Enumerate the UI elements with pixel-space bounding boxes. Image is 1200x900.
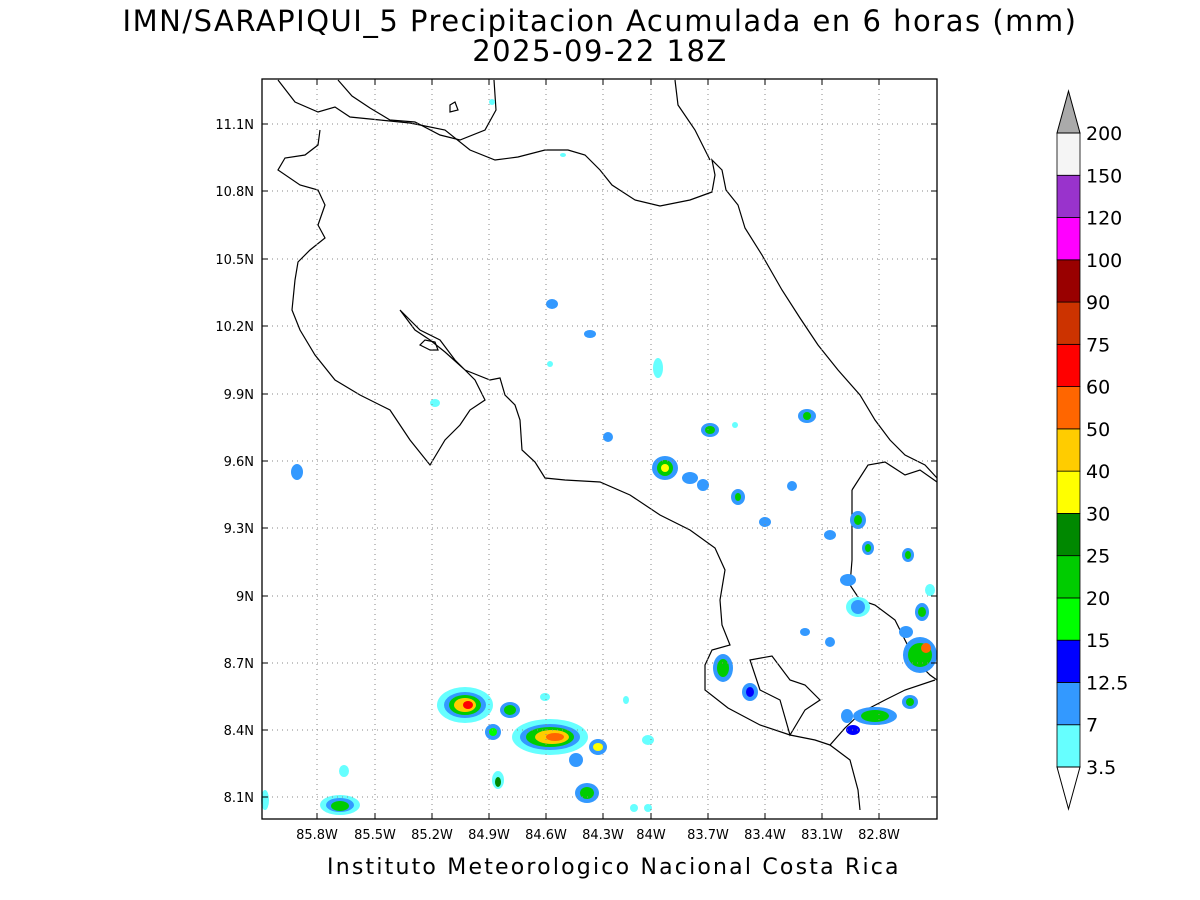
colorbar-label: 60	[1086, 377, 1110, 399]
lat-tick-label: 10.5N	[215, 253, 254, 268]
lon-tick-label: 83.4W	[744, 828, 786, 843]
colorbar-label: 50	[1086, 419, 1110, 441]
map-frame	[261, 78, 938, 820]
colorbar-label: 20	[1086, 588, 1110, 610]
lat-tick-label: 10.2N	[215, 320, 254, 335]
lon-tick-label: 84W	[636, 828, 666, 843]
lat-tick-label: 11.1N	[215, 118, 254, 133]
colorbar-box	[1056, 555, 1081, 599]
colorbar-label: 7	[1086, 715, 1098, 737]
colorbar-label: 75	[1086, 334, 1110, 356]
colorbar-box	[1056, 259, 1081, 303]
lon-tick-label: 84.3W	[582, 828, 624, 843]
colorbar-box	[1056, 386, 1081, 430]
colorbar-label: 120	[1086, 208, 1122, 230]
lat-tick-label: 10.8N	[215, 185, 254, 200]
colorbar-box	[1056, 132, 1081, 176]
colorbar-label: 25	[1086, 546, 1110, 568]
colorbar-box	[1056, 513, 1081, 557]
lat-tick-label: 8.4N	[224, 724, 254, 739]
map-date: 2025-09-22 18Z	[472, 34, 728, 68]
lat-tick-label: 9.3N	[224, 522, 254, 537]
lat-tick-label: 9.9N	[224, 388, 254, 403]
colorbar-box	[1056, 217, 1081, 261]
lon-tick-label: 84.9W	[468, 828, 510, 843]
colorbar-box	[1056, 301, 1081, 345]
colorbar-label: 40	[1086, 461, 1110, 483]
lon-tick-label: 85.2W	[411, 828, 453, 843]
colorbar-box	[1056, 174, 1081, 218]
colorbar-box	[1056, 639, 1081, 683]
colorbar-box	[1056, 597, 1081, 641]
colorbar-over-arrow	[1056, 89, 1081, 134]
lon-tick-label: 83.7W	[687, 828, 729, 843]
colorbar-label: 12.5	[1086, 672, 1128, 694]
lat-tick-label: 9.6N	[224, 455, 254, 470]
colorbar-label: 30	[1086, 503, 1110, 525]
colorbar-box	[1056, 682, 1081, 726]
footer-credit: Instituto Meteorologico Nacional Costa R…	[327, 855, 901, 880]
lon-tick-label: 83.1W	[801, 828, 843, 843]
colorbar-under-arrow	[1056, 766, 1081, 811]
lon-tick-label: 84.6W	[525, 828, 567, 843]
colorbar-label: 150	[1086, 165, 1122, 187]
colorbar: 3.5 7 12.5 15 20 25 30 40 50 60 75 90 100 120 150 200	[1056, 89, 1128, 811]
colorbar-label: 15	[1086, 630, 1110, 652]
lon-tick-label: 82.8W	[858, 828, 900, 843]
colorbar-box	[1056, 470, 1081, 514]
precip-blobs	[261, 99, 937, 815]
lon-tick-label: 85.5W	[354, 828, 396, 843]
lon-tick-label: 85.8W	[296, 828, 338, 843]
map-title: IMN/SARAPIQUI_5 Precipitacion Acumulada …	[122, 4, 1078, 38]
colorbar-label: 200	[1086, 123, 1122, 145]
lat-tick-label: 9N	[236, 590, 254, 605]
colorbar-label: 100	[1086, 250, 1122, 272]
colorbar-box	[1056, 343, 1081, 388]
colorbar-box	[1056, 724, 1081, 768]
colorbar-label: 3.5	[1086, 757, 1116, 779]
map-grid	[262, 79, 937, 819]
coastline	[277, 79, 938, 811]
lat-tick-label: 8.7N	[224, 657, 254, 672]
axis-ticks: 85.8W 85.5W 85.2W 84.9W 84.6W 84.3W 84W 83.7W 83…	[215, 79, 937, 843]
colorbar-label: 90	[1086, 292, 1110, 314]
lat-tick-label: 8.1N	[224, 791, 254, 806]
colorbar-box	[1056, 428, 1081, 472]
